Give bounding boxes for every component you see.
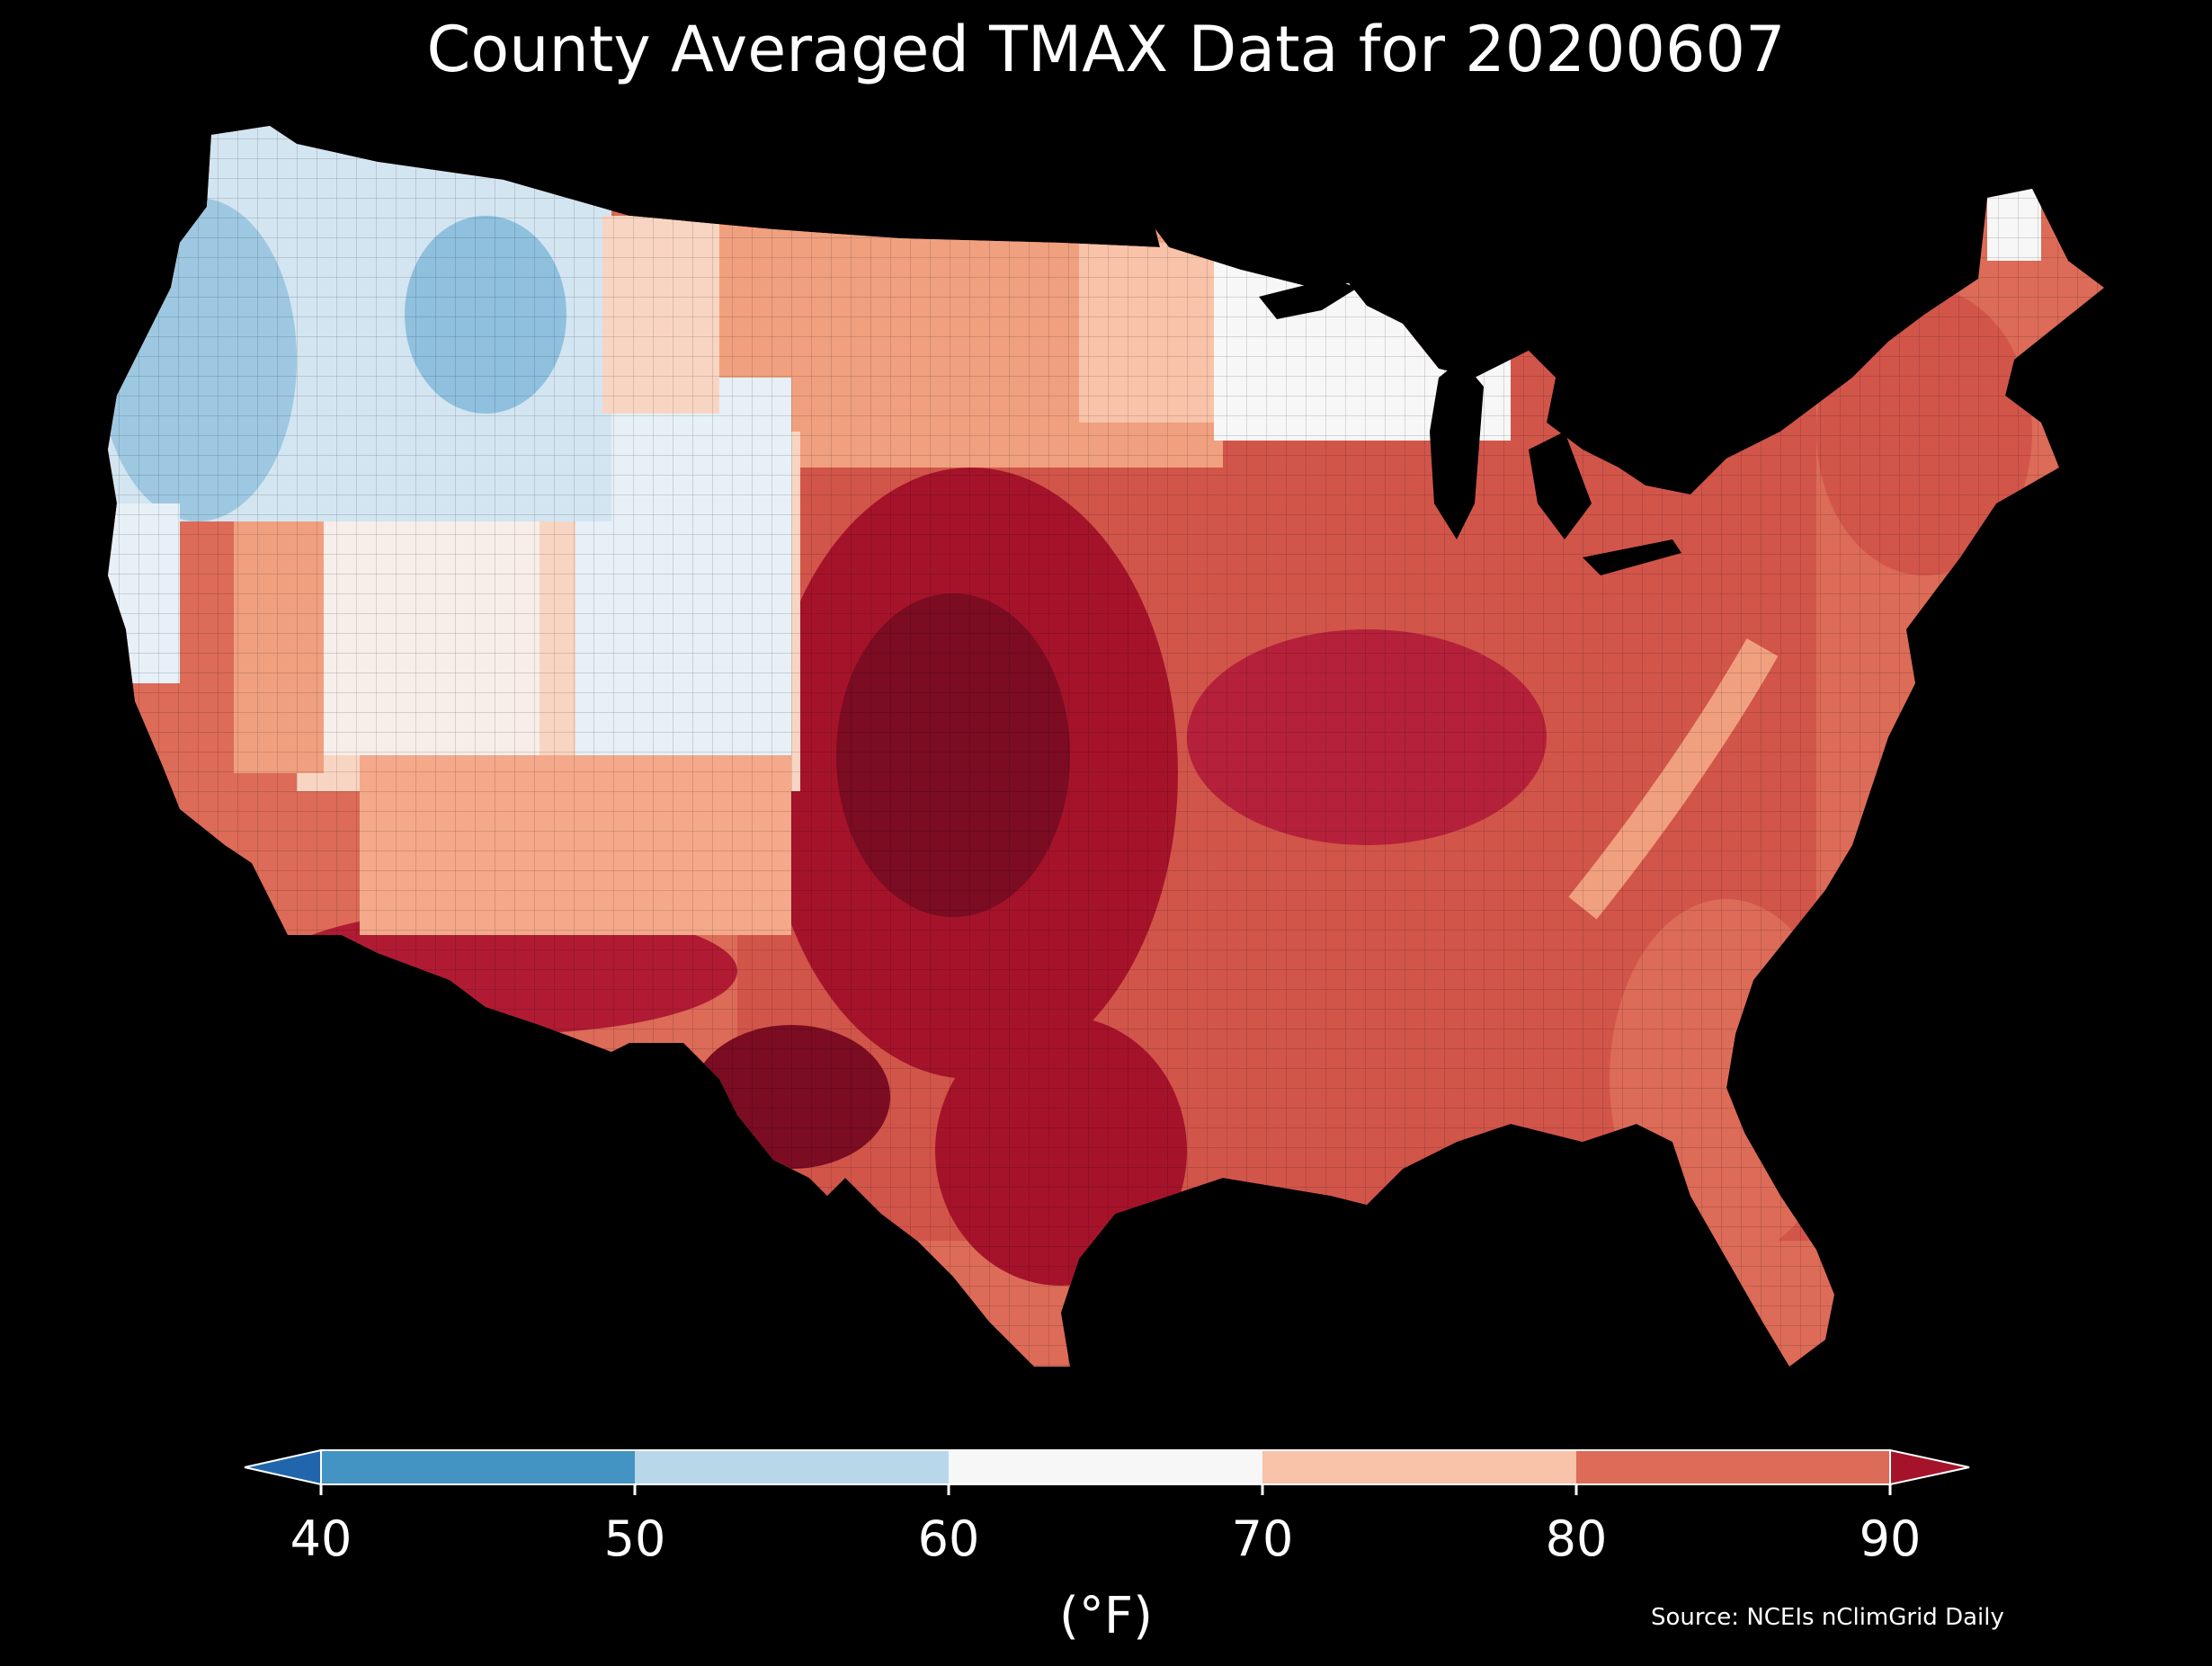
colorbar-outline [320,1449,1891,1485]
colorbar-bin-40-50 [321,1450,635,1484]
lake-superior [1259,279,1358,319]
colorbar-tick-label: 80 [1545,1510,1608,1567]
lake-erie [1583,539,1681,575]
colorbar-bin-70-80 [1262,1450,1576,1484]
colorbar-under-arrow [244,1448,322,1486]
lake-huron [1529,432,1592,539]
map-title: County Averaged TMAX Data for 20200607 [426,13,1786,86]
colorbar-over-arrow [1889,1448,1970,1486]
colorbar-bin-60-70 [949,1450,1262,1484]
colorbar-unit-label: (°F) [1059,1587,1153,1645]
lake-michigan [1430,360,1484,539]
colorbar-tick-marks [319,1484,1892,1495]
colorbar-tick-label: 50 [603,1510,666,1567]
colorbar-tick-label: 90 [1859,1510,1922,1567]
colorbar-tick-label: 40 [290,1510,352,1567]
colorbar-tick-label: 70 [1231,1510,1294,1567]
colorbar-bin-80-90 [1576,1450,1890,1484]
colorbar-bin-50-60 [635,1450,949,1484]
colorbar-tick-label: 60 [917,1510,980,1567]
source-note: Source: NCEIs nClimGrid Daily [1651,1604,2004,1631]
